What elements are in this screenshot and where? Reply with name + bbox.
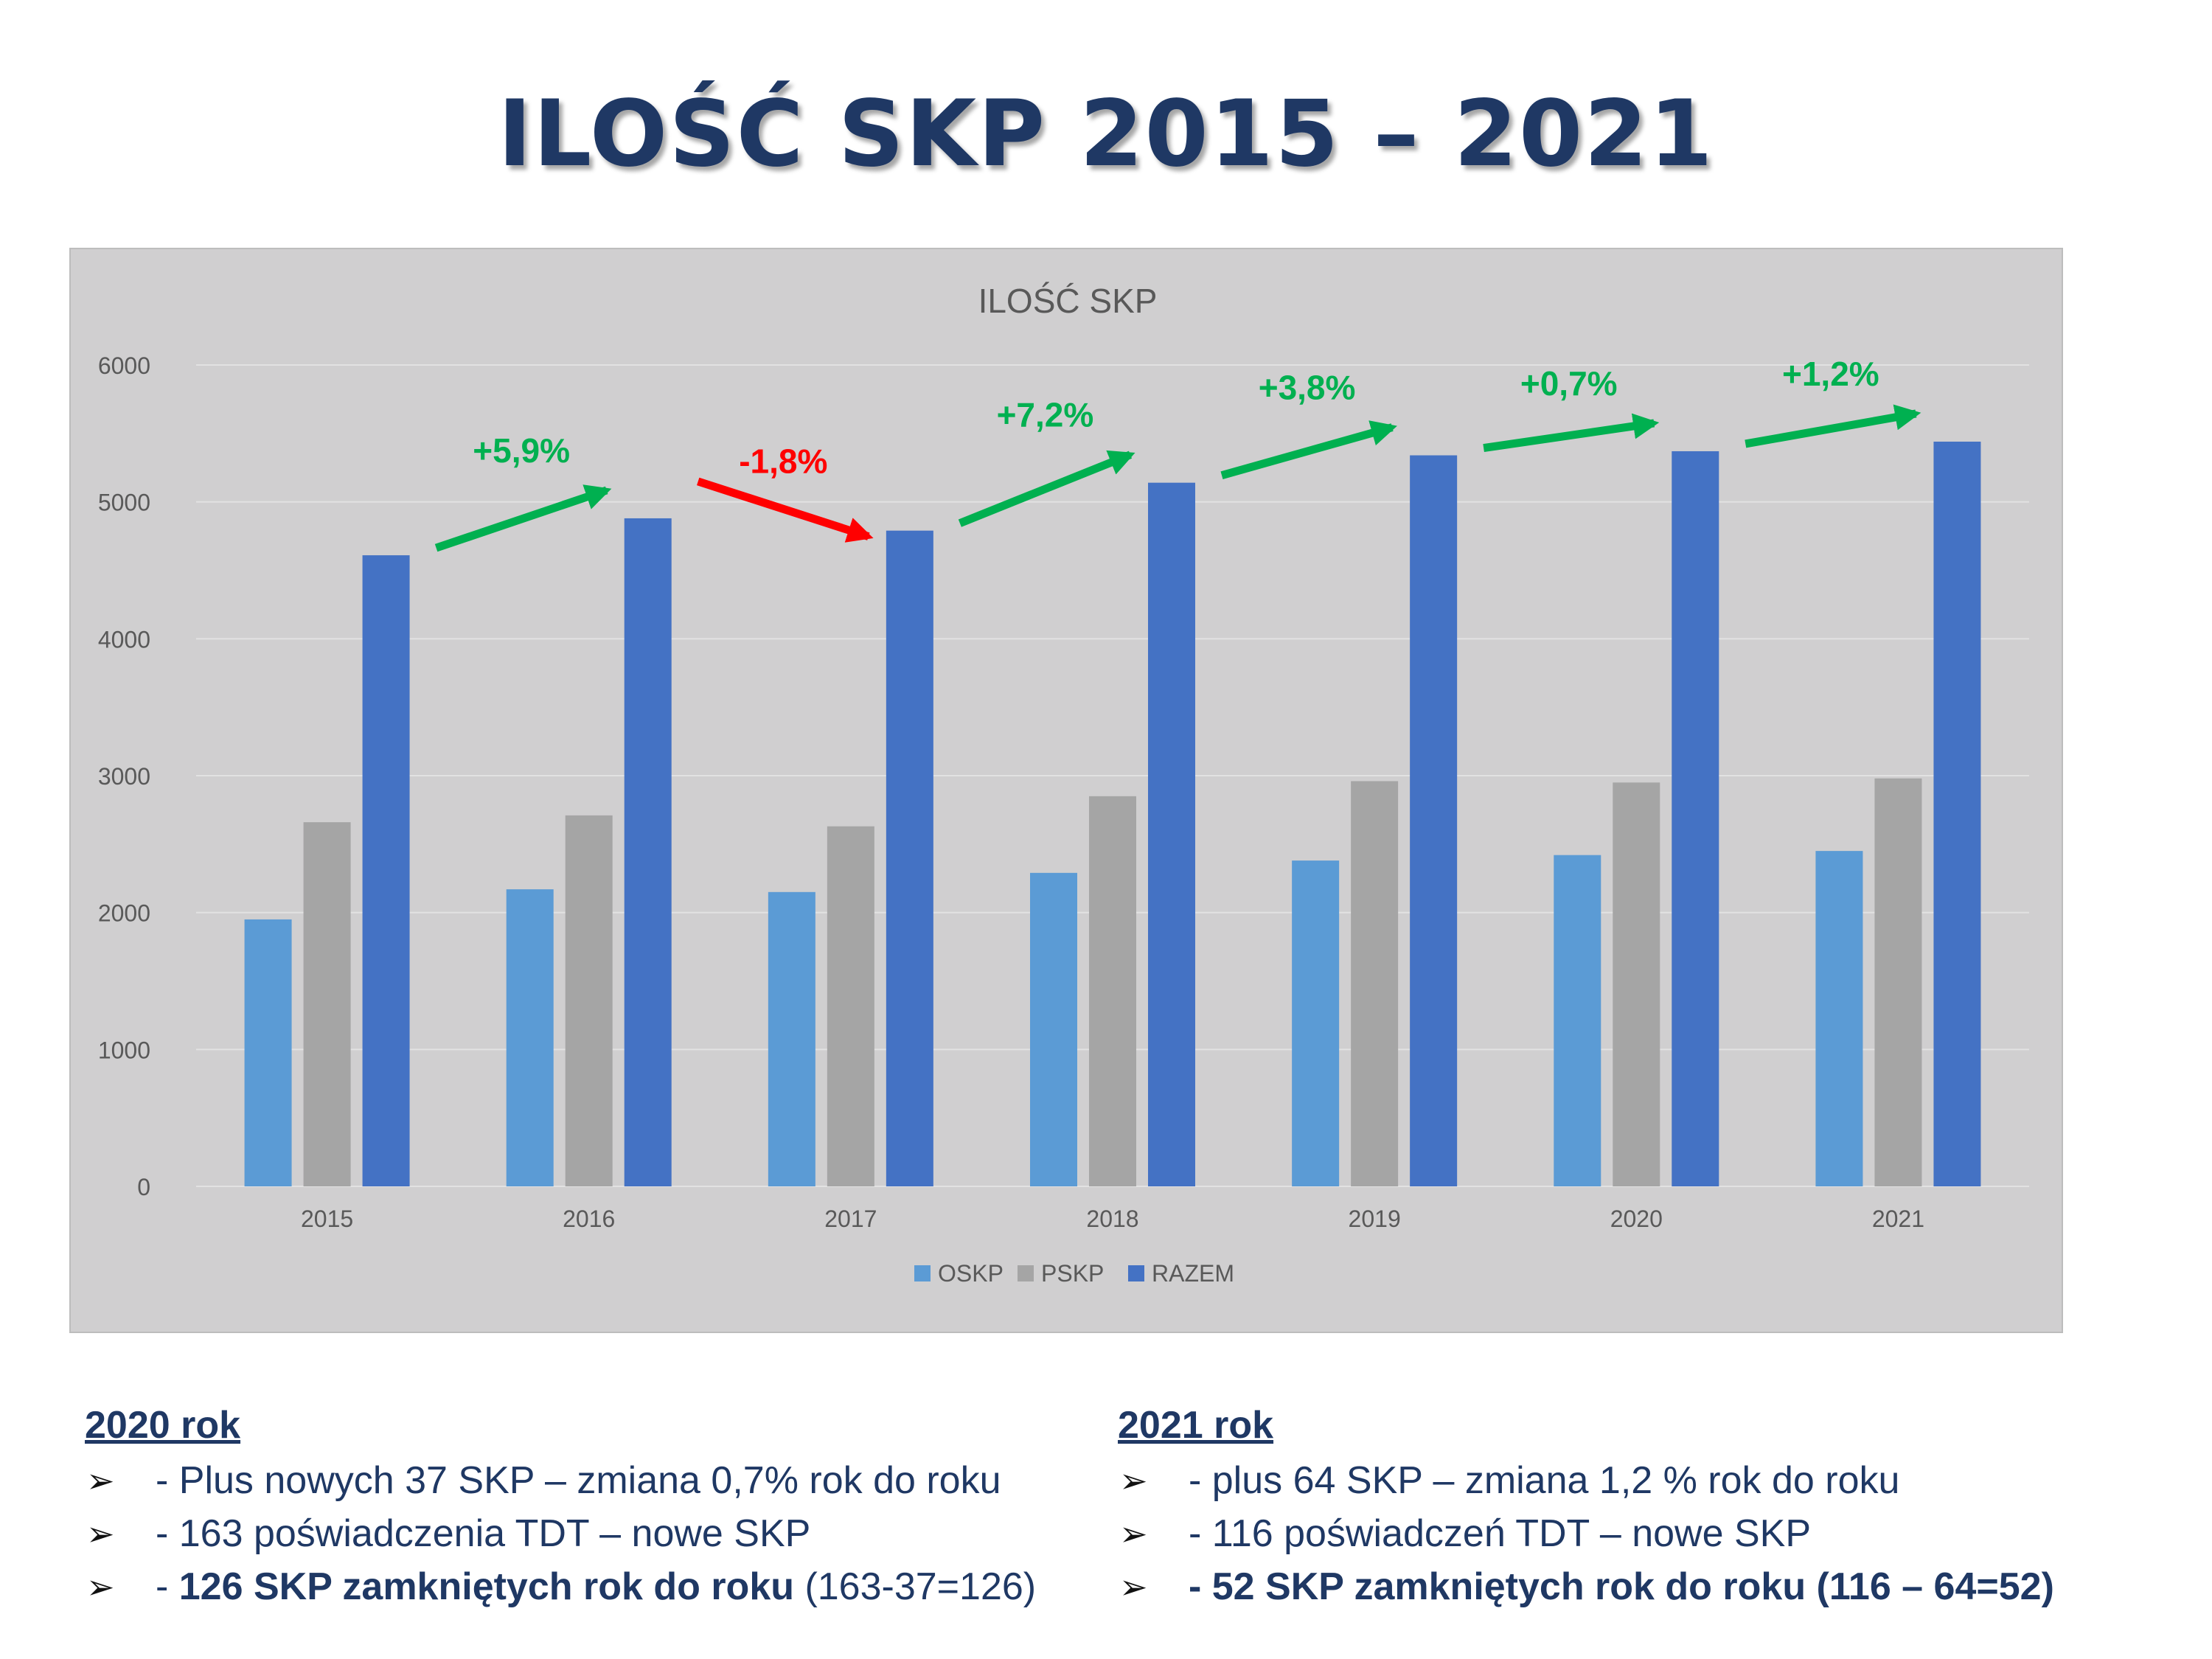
- change-label: +0,7%: [1520, 364, 1618, 403]
- legend-label: PSKP: [1041, 1260, 1104, 1287]
- change-arrow: [1220, 420, 1397, 479]
- legend: OSKP PSKP RAZEM: [914, 1260, 1234, 1287]
- y-tick-label: 2000: [98, 900, 150, 927]
- bullet-arrow-icon: ➢: [1119, 1568, 1148, 1606]
- chart-area: ILOŚĆ SKP 0 1000 2000 3000 4000 5000 6000 2015…: [69, 248, 2063, 1333]
- change-label: +1,2%: [1782, 355, 1879, 393]
- x-tick-label: 2015: [301, 1206, 353, 1232]
- bar-pskp-2015: [303, 822, 351, 1186]
- change-label: -1,8%: [739, 442, 827, 481]
- change-label: +3,8%: [1259, 369, 1356, 407]
- x-tick-label: 2017: [824, 1206, 877, 1232]
- bar-razem-2018: [1148, 482, 1195, 1186]
- y-tick-label: 4000: [98, 626, 150, 653]
- bar-pskp-2017: [827, 826, 874, 1186]
- bullet-arrow-icon: ➢: [1119, 1461, 1148, 1500]
- bar-pskp-2021: [1874, 778, 1922, 1186]
- notes-2021-item: ➢ - 116 poświadczeń TDT – nowe SKP: [1118, 1507, 2054, 1560]
- bar-oskp-2017: [768, 891, 815, 1186]
- bar-oskp-2018: [1030, 872, 1077, 1186]
- bar-oskp-2019: [1292, 860, 1340, 1186]
- notes-2020-item: ➢ - 163 poświadczenia TDT – nowe SKP: [85, 1507, 1036, 1560]
- bar-pskp-2019: [1351, 781, 1399, 1186]
- x-tick-label: 2021: [1872, 1206, 1924, 1232]
- x-tick-label: 2016: [563, 1206, 615, 1232]
- chart-title: ILOŚĆ SKP: [978, 282, 1158, 320]
- bullet-arrow-icon: ➢: [86, 1568, 115, 1606]
- x-tick-label: 2018: [1086, 1206, 1138, 1232]
- bar-chart: ILOŚĆ SKP 0 1000 2000 3000 4000 5000 6000 2015…: [98, 282, 2029, 1287]
- y-tick-label: 6000: [98, 352, 150, 379]
- change-arrow: [1745, 404, 1921, 448]
- y-tick-label: 1000: [98, 1037, 150, 1063]
- bar-razem-2020: [1672, 451, 1719, 1186]
- change-arrows: +5,9% -1,8% +7,2% +3,8% +0,7% +1,2%: [434, 355, 1921, 552]
- x-tick-label: 2019: [1349, 1206, 1401, 1232]
- bars: [244, 441, 1981, 1186]
- legend-label: RAZEM: [1152, 1260, 1234, 1287]
- bar-oskp-2021: [1815, 851, 1863, 1186]
- bar-oskp-2015: [244, 919, 292, 1186]
- change-arrow: [434, 484, 612, 552]
- bar-razem-2021: [1933, 441, 1981, 1186]
- legend-swatch: [914, 1265, 931, 1281]
- x-axis-ticks: 2015 2016 2017 2018 2019 2020 2021: [301, 1206, 1924, 1232]
- legend-swatch: [1018, 1265, 1034, 1281]
- bar-razem-2019: [1410, 455, 1458, 1186]
- change-arrow: [697, 477, 874, 543]
- y-axis-ticks: 0 1000 2000 3000 4000 5000 6000: [98, 352, 150, 1200]
- bar-oskp-2020: [1554, 855, 1601, 1186]
- bar-pskp-2020: [1613, 782, 1660, 1186]
- notes-2020-heading: 2020 rok: [85, 1404, 241, 1447]
- notes-2020-item: ➢ - Plus nowych 37 SKP – zmiana 0,7% rok …: [85, 1454, 1036, 1507]
- bullet-arrow-icon: ➢: [86, 1514, 115, 1553]
- y-tick-label: 5000: [98, 490, 150, 516]
- change-arrow: [1483, 413, 1660, 452]
- x-tick-label: 2020: [1610, 1206, 1663, 1232]
- bullet-arrow-icon: ➢: [1119, 1514, 1148, 1553]
- notes-2021-heading: 2021 rok: [1118, 1404, 1274, 1447]
- notes-2021-item: ➢ - plus 64 SKP – zmiana 1,2 % rok do rok…: [1118, 1454, 2054, 1507]
- bar-razem-2016: [624, 518, 672, 1186]
- notes-2020-item: ➢ - 126 SKP zamkniętych rok do roku (163-…: [85, 1560, 1036, 1613]
- bar-oskp-2016: [506, 889, 554, 1186]
- notes-2020: 2020 rok ➢ - Plus nowych 37 SKP – zmiana …: [85, 1399, 1036, 1613]
- notes-2021-item: ➢ - 52 SKP zamkniętych rok do roku (116 –…: [1118, 1560, 2054, 1613]
- bar-razem-2017: [886, 530, 933, 1186]
- bullet-arrow-icon: ➢: [86, 1461, 115, 1500]
- slide-title: ILOŚĆ SKP 2015 – 2021: [498, 81, 1714, 187]
- bar-razem-2015: [362, 555, 410, 1186]
- change-label: +7,2%: [997, 396, 1094, 434]
- change-label: +5,9%: [473, 431, 570, 470]
- legend-swatch: [1128, 1265, 1144, 1281]
- legend-label: OSKP: [938, 1260, 1004, 1287]
- notes-2021: 2021 rok ➢ - plus 64 SKP – zmiana 1,2 % r…: [1118, 1399, 2054, 1613]
- bar-pskp-2016: [565, 815, 613, 1186]
- y-tick-label: 3000: [98, 763, 150, 790]
- bar-pskp-2018: [1089, 796, 1136, 1186]
- change-arrow: [958, 450, 1135, 527]
- y-tick-label: 0: [137, 1174, 150, 1200]
